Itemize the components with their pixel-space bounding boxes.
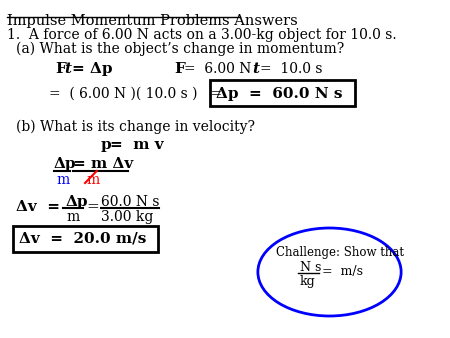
Text: p: p bbox=[100, 138, 111, 152]
Text: = Δp: = Δp bbox=[72, 62, 112, 76]
Text: Impulse Momentum Problems Answers: Impulse Momentum Problems Answers bbox=[7, 14, 298, 28]
Text: =  m/s: = m/s bbox=[322, 265, 363, 278]
Text: t: t bbox=[64, 62, 72, 76]
Text: m: m bbox=[66, 210, 80, 224]
Text: Challenge: Show that: Challenge: Show that bbox=[276, 246, 404, 259]
Text: Δv  =  20.0 m/s: Δv = 20.0 m/s bbox=[19, 232, 146, 246]
Text: Δv  =: Δv = bbox=[16, 200, 60, 214]
Text: = m Δv: = m Δv bbox=[72, 157, 133, 171]
FancyBboxPatch shape bbox=[13, 226, 157, 252]
Text: (a) What is the object’s change in momentum?: (a) What is the object’s change in momen… bbox=[16, 42, 344, 56]
Text: F: F bbox=[175, 62, 185, 76]
Text: 3.00 kg: 3.00 kg bbox=[101, 210, 153, 224]
Text: =: = bbox=[87, 200, 99, 214]
Text: 60.0 N s: 60.0 N s bbox=[101, 195, 160, 209]
Text: kg: kg bbox=[300, 275, 316, 288]
Text: m: m bbox=[86, 173, 99, 187]
Text: m: m bbox=[56, 173, 70, 187]
Text: F: F bbox=[55, 62, 67, 76]
Text: =  ( 6.00 N )( 10.0 s )   =: = ( 6.00 N )( 10.0 s ) = bbox=[49, 87, 222, 101]
Text: 1.  A force of 6.00 N acts on a 3.00-kg object for 10.0 s.: 1. A force of 6.00 N acts on a 3.00-kg o… bbox=[7, 28, 397, 42]
Text: t: t bbox=[252, 62, 260, 76]
Text: (b) What is its change in velocity?: (b) What is its change in velocity? bbox=[16, 120, 255, 135]
Text: Δp  =  60.0 N s: Δp = 60.0 N s bbox=[216, 87, 342, 101]
FancyBboxPatch shape bbox=[210, 80, 355, 106]
Text: =  6.00 N: = 6.00 N bbox=[184, 62, 251, 76]
Text: Δp: Δp bbox=[65, 195, 88, 209]
Text: Δp: Δp bbox=[54, 157, 76, 171]
Text: =  10.0 s: = 10.0 s bbox=[260, 62, 322, 76]
Text: =  m v: = m v bbox=[110, 138, 164, 152]
Text: N s: N s bbox=[300, 261, 321, 274]
